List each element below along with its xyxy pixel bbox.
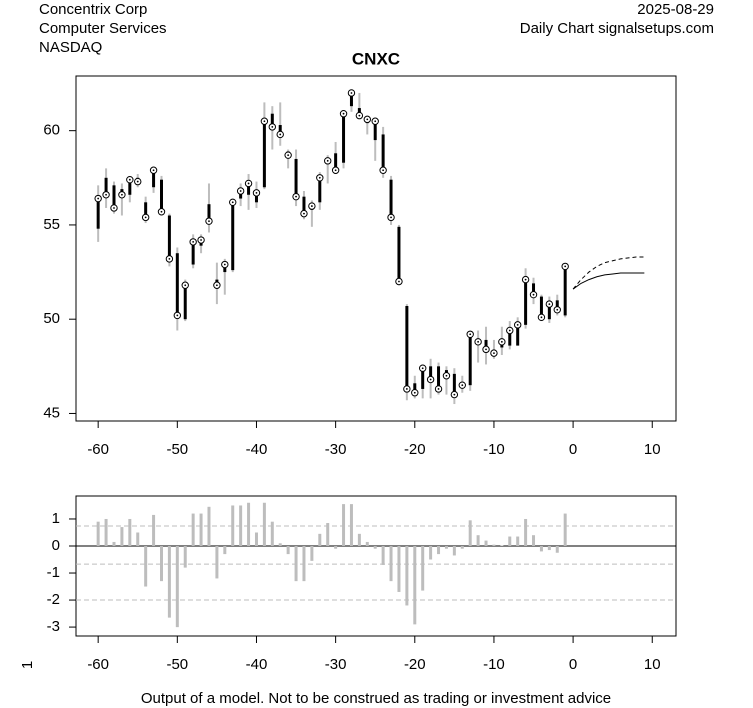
close-dot	[113, 207, 115, 209]
close-dot	[287, 154, 290, 157]
close-dot	[493, 352, 495, 355]
x-tick-label: -20	[404, 656, 426, 673]
close-dot	[398, 280, 400, 283]
close-dot	[366, 118, 369, 121]
footer: Output of a model. Not to be construed a…	[141, 690, 611, 707]
close-dot	[279, 133, 282, 136]
close-dot	[160, 210, 163, 213]
y-tick-label: 0	[52, 537, 60, 554]
close-dot	[508, 329, 511, 332]
x-tick-label: -50	[166, 656, 188, 673]
close-dot	[223, 263, 226, 266]
close-dot	[144, 216, 147, 219]
close-dot	[532, 293, 535, 296]
x-tick-label: -60	[87, 441, 109, 458]
forecast-line	[572, 272, 645, 290]
close-dot	[461, 384, 464, 387]
close-dot	[247, 182, 250, 185]
close-dot	[105, 193, 107, 196]
close-dot	[524, 278, 527, 281]
x-tick-label: 0	[569, 441, 577, 458]
x-tick-label: -30	[325, 656, 347, 673]
close-dot	[445, 374, 448, 377]
forecast-line	[572, 256, 645, 290]
close-dot	[437, 388, 440, 390]
date: 2025-08-29	[637, 1, 714, 18]
close-dot	[421, 367, 424, 370]
close-dot	[97, 197, 100, 200]
y-tick-label: -3	[47, 618, 60, 635]
close-dot	[192, 241, 195, 243]
close-dot	[231, 201, 234, 204]
close-dot	[413, 391, 416, 394]
close-dot	[136, 180, 139, 183]
close-dot	[382, 169, 385, 172]
close-dot	[342, 112, 345, 115]
x-tick-label: -40	[246, 441, 268, 458]
close-dot	[350, 92, 353, 94]
close-dot	[208, 220, 210, 223]
close-dot	[128, 178, 131, 181]
close-dot	[215, 284, 218, 287]
sector: Computer Services	[39, 20, 167, 37]
y-tick-label: -1	[47, 564, 60, 581]
x-tick-label: 10	[644, 441, 661, 458]
y-tick-label: 55	[43, 216, 60, 233]
x-tick-label: -20	[404, 441, 426, 458]
source: Daily Chart signalsetups.com	[520, 20, 714, 37]
close-dot	[390, 216, 392, 219]
x-tick-label: -60	[87, 656, 109, 673]
x-tick-label: -10	[483, 656, 505, 673]
close-dot	[318, 176, 321, 179]
close-dot	[152, 169, 155, 172]
company: Concentrix Corp	[39, 1, 147, 18]
y-tick-label: 60	[43, 122, 60, 139]
close-dot	[255, 191, 258, 194]
close-dot	[540, 316, 543, 319]
x-tick-label: -40	[246, 656, 268, 673]
y-axis-label: 1	[19, 661, 36, 669]
close-dot	[374, 120, 377, 123]
close-dot	[556, 308, 559, 311]
plot-frame	[75, 75, 677, 422]
x-tick-label: 0	[569, 656, 577, 673]
x-tick-label: -30	[325, 441, 347, 458]
close-dot	[429, 378, 432, 381]
x-tick-label: -10	[483, 441, 505, 458]
chart-title: CNXC	[352, 49, 400, 68]
close-dot	[564, 265, 567, 268]
close-dot	[121, 193, 123, 196]
close-dot	[263, 120, 266, 123]
close-dot	[477, 340, 480, 343]
y-tick-label: -2	[47, 591, 60, 608]
y-tick-label: 50	[43, 310, 60, 327]
close-dot	[168, 257, 171, 260]
close-dot	[303, 212, 305, 215]
close-dot	[485, 348, 487, 351]
close-dot	[500, 340, 503, 343]
plot-frame	[75, 495, 677, 637]
close-dot	[295, 195, 297, 198]
y-tick-label: 1	[52, 510, 60, 527]
close-dot	[310, 205, 313, 207]
close-dot	[326, 159, 329, 162]
x-tick-label: 10	[644, 656, 661, 673]
close-dot	[516, 323, 519, 326]
close-dot	[271, 126, 274, 128]
close-dot	[200, 239, 202, 241]
close-dot	[405, 388, 408, 390]
close-dot	[358, 114, 361, 117]
x-tick-label: -50	[166, 441, 188, 458]
close-dot	[548, 303, 551, 306]
exchange: NASDAQ	[39, 39, 102, 56]
close-dot	[239, 190, 242, 192]
close-dot	[176, 314, 179, 317]
close-dot	[334, 169, 337, 172]
close-dot	[184, 284, 187, 287]
close-dot	[469, 333, 472, 336]
y-tick-label: 45	[43, 404, 60, 421]
close-dot	[453, 393, 456, 396]
